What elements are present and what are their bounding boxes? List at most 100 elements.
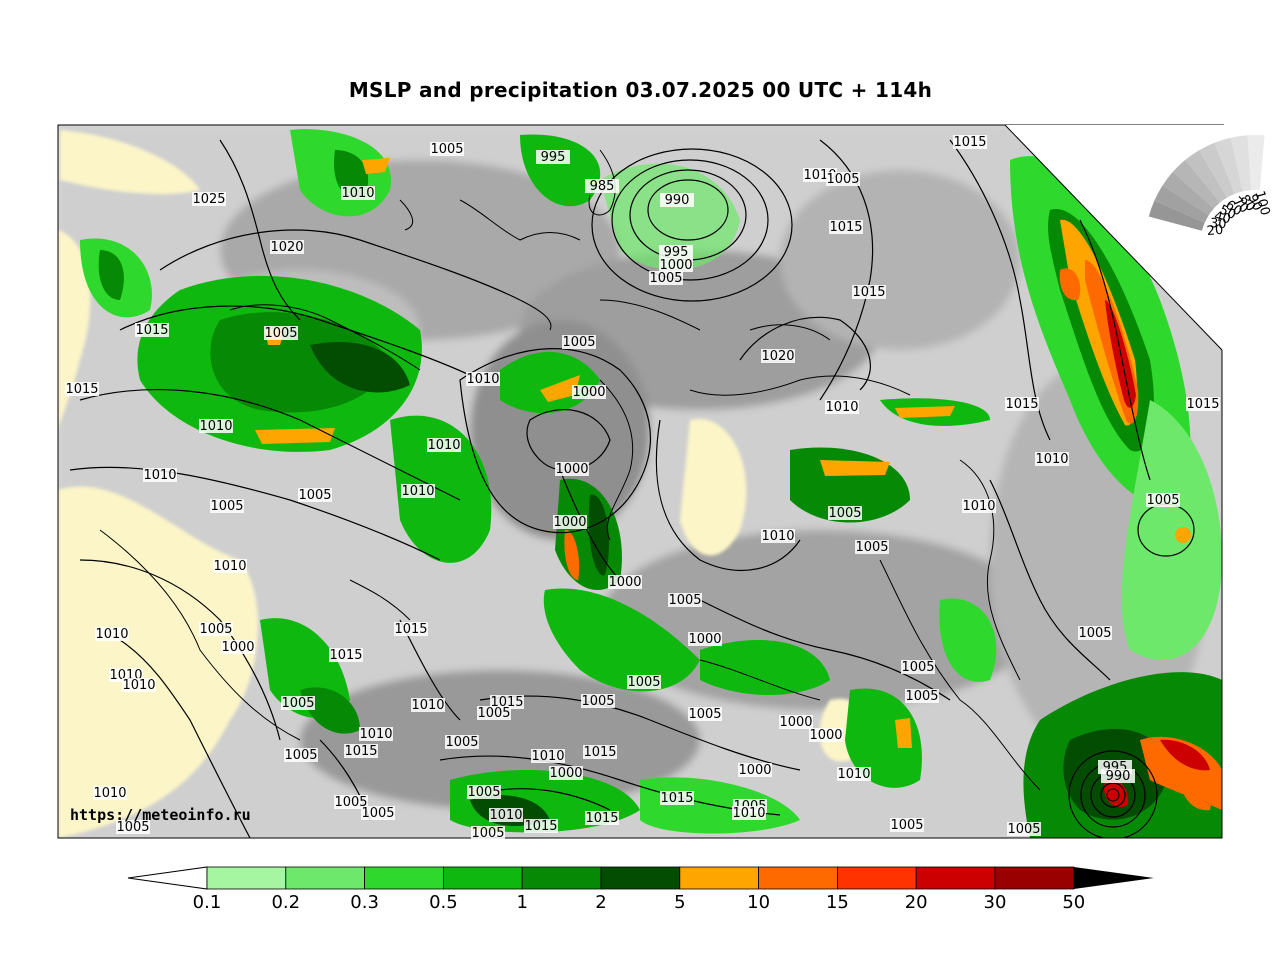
colorbar-segment (837, 866, 917, 890)
colorbar-tick-label: 15 (825, 892, 849, 913)
isobar-label: 1020 (761, 349, 794, 364)
isobar-label-bg (1146, 493, 1180, 507)
cloud-scale-segment (1162, 171, 1214, 216)
isobar-label: 1015 (829, 220, 862, 235)
map-content (58, 125, 1222, 838)
isobar-label: 1010 (466, 372, 499, 387)
isobar-label-bg (549, 766, 583, 780)
colorbar-tick-label: 5 (674, 892, 686, 913)
cloud-scale-label: 50 (1217, 203, 1238, 224)
isobar-label-bg (116, 820, 150, 834)
isobar-label: 1005 (430, 142, 463, 157)
isobar-label-bg (65, 382, 99, 396)
isobar-label: 1005 (562, 335, 595, 350)
isobar-label-bg (852, 285, 886, 299)
isobar-label-bg (668, 593, 702, 607)
isobar-label-bg (562, 335, 596, 349)
isobar-label: 1010 (427, 438, 460, 453)
colorbar-segment (915, 866, 996, 890)
cloud-scale-label: 30 (1209, 216, 1227, 232)
isobar-label: 1015 (953, 135, 986, 150)
colorbar-segment (600, 866, 681, 890)
isobar-label: 1005 (116, 820, 149, 835)
isobars (69, 139, 1195, 838)
isobar-label-bg (1078, 626, 1112, 640)
isobar-label: 1005 (1146, 493, 1179, 508)
isobar-label: 1010 (199, 419, 232, 434)
isobar-label-bg (572, 385, 606, 399)
isobar-label: 1005 (264, 326, 297, 341)
isobar-label-bg (553, 515, 587, 529)
isobar-label-bg (855, 540, 889, 554)
isobar-label-bg (905, 689, 939, 703)
isobar-label-bg (1186, 397, 1220, 411)
isobar-label: 1000 (221, 640, 254, 655)
colorbar-min-arrow (127, 866, 208, 890)
cloud-scale-segment (1199, 142, 1235, 198)
isobar-label-bg (688, 707, 722, 721)
isobar-label-bg (411, 698, 445, 712)
isobar-labels: 1005995985990995100010051010100510151015… (65, 135, 1220, 841)
isobar-label: 1010 (825, 400, 858, 415)
colorbar-tick-label: 0.3 (350, 892, 379, 913)
isobar-label: 1005 (855, 540, 888, 555)
colorbar-segment (285, 866, 365, 890)
isobar-label-bg (890, 818, 924, 832)
cloud-scale-segment (1247, 135, 1265, 191)
isobar-label-bg (585, 811, 619, 825)
isobar-label-bg (135, 323, 169, 337)
colorbar-segment (758, 866, 838, 890)
colorbar-segment (521, 866, 602, 890)
isobar-label: 1005 (1007, 822, 1040, 837)
isobar-label: 1005 (445, 735, 478, 750)
isobar-label-bg (1007, 822, 1041, 836)
isobar-label-bg (430, 142, 464, 156)
isobar-label: 1005 (668, 593, 701, 608)
isobar-label-bg (199, 622, 233, 636)
isobar-label: 1025 (192, 192, 225, 207)
isobar-label-bg (489, 808, 523, 822)
isobar-label-bg (531, 749, 565, 763)
isobar-label: 985 (590, 179, 615, 194)
isobar-label: 1010 (489, 808, 522, 823)
chart-title: MSLP and precipitation 03.07.2025 00 UTC… (348, 78, 933, 102)
isobar-label: 1010 (732, 806, 765, 821)
isobar-label-bg (471, 826, 505, 840)
isobar-label-bg (826, 172, 860, 186)
cloud-scale-segment (1148, 200, 1205, 231)
cloud-scale-label: 40 (1212, 209, 1232, 228)
cloud-scale-label: 90 (1244, 192, 1265, 213)
colorbar-tick-label: 0.2 (271, 892, 301, 913)
cloud-scale-segment (1185, 150, 1228, 203)
isobar-label-bg (828, 506, 862, 520)
isobar-label: 1005 (210, 499, 243, 514)
isobar-label-bg (298, 488, 332, 502)
isobar-label: 1010 (213, 559, 246, 574)
isobar-label: 1005 (334, 795, 367, 810)
isobar-label: 1015 (135, 323, 168, 338)
isobar-label-bg (581, 694, 615, 708)
isobar-label: 1010 (761, 529, 794, 544)
isobar-label-bg (221, 640, 255, 654)
isobar-label: 1005 (361, 806, 394, 821)
isobar-label: 1010 (962, 499, 995, 514)
isobar-label: 1005 (649, 271, 682, 286)
credit-text: https://meteoinfo.ru (70, 806, 251, 824)
isobar-label-bg (1035, 452, 1069, 466)
isobar-label: 1005 (905, 689, 938, 704)
isobar-label-bg (1005, 397, 1039, 411)
isobar-label: 1020 (270, 240, 303, 255)
isobar-label: 1015 (524, 819, 557, 834)
isobar-label: 1015 (1005, 397, 1038, 412)
colorbar-segment (679, 866, 759, 890)
isobar-label-bg (344, 744, 378, 758)
isobar-label-bg (825, 400, 859, 414)
isobar-label: 1005 (471, 826, 504, 841)
isobar-label: 995 (541, 150, 566, 165)
isobar-label-bg (732, 806, 766, 820)
map-frame (57, 124, 1223, 839)
isobar-label-bg (334, 795, 368, 809)
precipitation (80, 129, 1222, 838)
isobar-label: 1005 (627, 675, 660, 690)
